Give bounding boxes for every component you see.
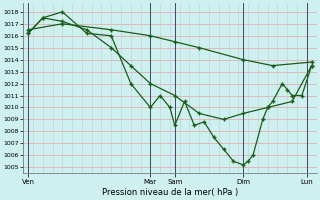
X-axis label: Pression niveau de la mer( hPa ): Pression niveau de la mer( hPa ) [102,188,238,197]
